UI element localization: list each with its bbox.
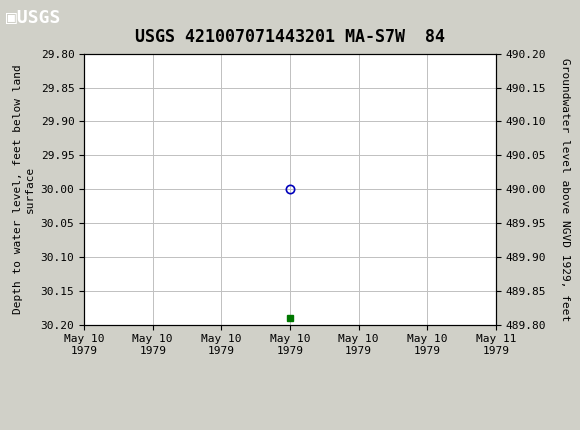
Text: USGS 421007071443201 MA-S7W  84: USGS 421007071443201 MA-S7W 84 bbox=[135, 28, 445, 46]
Y-axis label: Groundwater level above NGVD 1929, feet: Groundwater level above NGVD 1929, feet bbox=[560, 58, 570, 321]
Y-axis label: Depth to water level, feet below land
surface: Depth to water level, feet below land su… bbox=[13, 64, 35, 314]
Text: ▣USGS: ▣USGS bbox=[6, 9, 60, 27]
